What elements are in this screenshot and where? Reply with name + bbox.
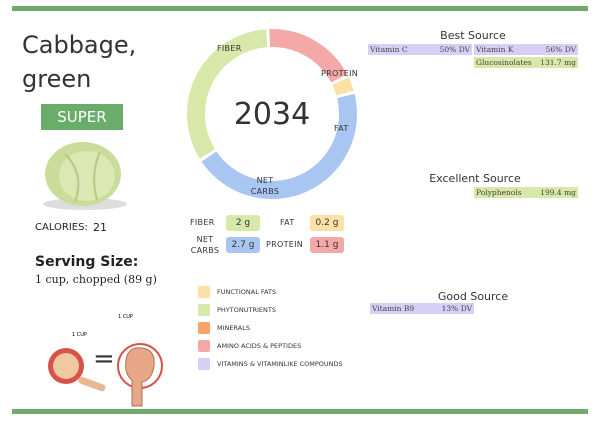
nutrient: Vitamin K 56% DV xyxy=(474,44,578,55)
equals: = xyxy=(93,344,115,374)
donut-segment xyxy=(269,29,348,83)
macro-value: 0.2 g xyxy=(310,215,344,231)
serving-illustration xyxy=(48,343,163,407)
donut-label: FIBER xyxy=(217,44,242,53)
nutrient-amount: 13% DV xyxy=(441,304,472,313)
donut: 2034 xyxy=(187,29,357,199)
donut-label: NET CARBS xyxy=(250,176,280,196)
legend-label: PHYTONUTRIENTS xyxy=(217,306,276,314)
legend-label: VITAMINS & VITAMINLIKE COMPOUNDS xyxy=(217,360,343,368)
legend-swatch xyxy=(198,358,210,370)
calories-label: CALORIES: xyxy=(35,222,88,233)
legend-swatch xyxy=(198,286,210,298)
fist-label: 1 CUP xyxy=(118,314,133,320)
macro-value: 2 g xyxy=(226,215,260,231)
nutrient-name: Vitamin K xyxy=(476,45,514,54)
cabbage-image xyxy=(43,142,127,210)
section-title: Excellent Source xyxy=(429,172,521,185)
macro-label: FIBER xyxy=(190,218,215,227)
nutrient: Vitamin C 50% DV xyxy=(368,44,472,55)
nutrient-amount: 131.7 mg xyxy=(540,58,576,67)
macro-label: FAT xyxy=(280,218,295,227)
nutrient: Glucosinolates 131.7 mg xyxy=(474,57,578,68)
legend-label: MINERALS xyxy=(217,324,250,332)
nutrient-name: Vitamin C xyxy=(370,45,408,54)
badge: SUPER xyxy=(41,104,123,130)
donut-label: PROTEIN xyxy=(321,69,359,78)
nutrient-name: Glucosinolates xyxy=(476,58,532,67)
section-title: Good Source xyxy=(437,290,509,303)
nutrient-name: Polyphenols xyxy=(476,188,522,197)
legend-label: AMINO ACIDS & PEPTIDES xyxy=(217,342,302,350)
donut-segment xyxy=(332,77,354,96)
macro-value: 1.1 g xyxy=(310,237,344,253)
calories-value: 21 xyxy=(93,221,107,234)
top-bar xyxy=(12,6,588,11)
macro-value: 2.7 g xyxy=(226,237,260,253)
legend-swatch xyxy=(198,340,210,352)
cup-label: 1 CUP xyxy=(72,332,87,338)
legend-swatch xyxy=(198,322,210,334)
serving-title: Serving Size: xyxy=(35,254,139,270)
section-title: Best Source xyxy=(440,29,506,42)
legend-label: FUNCTIONAL FATS xyxy=(217,288,277,296)
food-title: Cabbage, green xyxy=(22,31,137,93)
nutrient-name: Vitamin B9 xyxy=(372,304,415,313)
nutrient-amount: 199.4 mg xyxy=(540,188,576,197)
donut-label: FAT xyxy=(334,124,349,133)
donut-segment xyxy=(201,93,357,199)
donut-segment xyxy=(187,29,268,159)
nutrient: Polyphenols 199.4 mg xyxy=(474,187,578,198)
serving-amount: 1 cup, chopped (89 g) xyxy=(35,273,157,286)
nutrient-amount: 50% DV xyxy=(439,45,470,54)
legend-swatch xyxy=(198,304,210,316)
macro-label: NET CARBS xyxy=(190,235,220,255)
macro-label: PROTEIN xyxy=(266,240,304,249)
nutrient: Vitamin B9 13% DV xyxy=(370,303,474,314)
nutrient-amount: 56% DV xyxy=(545,45,576,54)
donut-center: 2034 xyxy=(234,97,310,132)
bottom-bar xyxy=(12,409,588,414)
